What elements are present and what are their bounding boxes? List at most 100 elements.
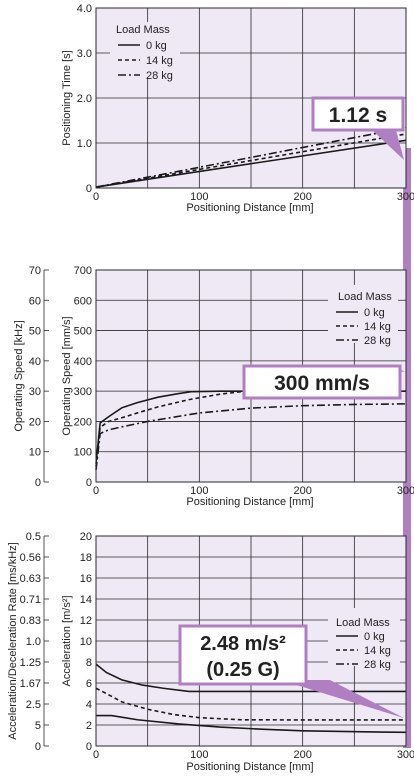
callout-pointer xyxy=(280,680,404,718)
legend-label-28kg: 28 kg xyxy=(364,659,391,671)
callout-text: 300 mm/s xyxy=(274,372,370,395)
x-tick-label: 0 xyxy=(93,749,99,761)
legend: Load Mass 0 kg 14 kg 28 kg xyxy=(328,285,398,347)
x-tick-label: 100 xyxy=(190,191,208,203)
y-tick-label: 14 xyxy=(80,594,92,606)
series-line-28kg xyxy=(96,714,407,734)
y-tick-label: 3.0 xyxy=(77,48,92,60)
y2-tick-label: 0 xyxy=(35,477,41,489)
callout-pointer xyxy=(372,130,404,160)
chart-operating-speed: 0 100 200 300 0 100 200 300 400 500 600 700 0 10 20 3… xyxy=(13,265,414,508)
callout-2.48: 2.48 m/s² (0.25 G) xyxy=(178,624,404,718)
y-tick-label: 600 xyxy=(74,295,92,307)
legend-title: Load Mass xyxy=(116,24,170,36)
y-tick-label: 10 xyxy=(80,636,92,648)
y-tick-label: 0 xyxy=(86,183,92,195)
legend-box xyxy=(328,608,400,666)
x-tick-label: 300 xyxy=(397,485,414,497)
legend-label-28kg: 28 kg xyxy=(146,70,173,82)
legend-box xyxy=(328,285,398,343)
y-tick-label: 18 xyxy=(80,552,92,564)
y2-tick-label: 0.83 xyxy=(20,615,41,627)
x-tick-label: 0 xyxy=(93,191,99,203)
y-axis-label: Acceleration [m/s²] xyxy=(61,595,73,686)
legend-title: Load Mass xyxy=(338,291,392,303)
x-tick-label: 100 xyxy=(190,485,208,497)
y2-tick-label: 20 xyxy=(29,416,41,428)
series-line-28kg xyxy=(95,126,407,188)
y-tick-label: 20 xyxy=(80,531,92,543)
legend-title: Load Mass xyxy=(336,617,390,629)
y2-tick-label: 0.56 xyxy=(20,552,41,564)
x-axis-label: Positioning Distance [mm] xyxy=(186,202,313,214)
y-tick-label: 12 xyxy=(80,615,92,627)
y-axis-label: Positioning Time [s] xyxy=(61,50,73,145)
y2-tick-label: 1.0 xyxy=(26,636,41,648)
callout-text-line2: (0.25 G) xyxy=(206,659,279,681)
y-tick-label: 100 xyxy=(74,447,92,459)
plot-frame xyxy=(95,269,407,483)
x-tick-label: 100 xyxy=(190,749,208,761)
y2-tick-label: 2.5 xyxy=(26,699,41,711)
y2-tick-label: 5 xyxy=(35,720,41,732)
y-tick-label: 400 xyxy=(74,356,92,368)
callout-text: 1.12 s xyxy=(329,104,387,127)
legend-label-0kg: 0 kg xyxy=(364,307,385,319)
plot-frame xyxy=(95,7,407,189)
y2-tick-label: 0.5 xyxy=(26,531,41,543)
y-tick-label: 500 xyxy=(74,326,92,338)
legend-label-0kg: 0 kg xyxy=(364,631,385,643)
y2-tick-label: 60 xyxy=(29,295,41,307)
legend-label-14kg: 14 kg xyxy=(364,645,391,657)
legend-box xyxy=(110,22,180,78)
y2-tick-label: 1.67 xyxy=(20,678,41,690)
x-tick-label: 200 xyxy=(293,749,311,761)
y2-axis-label: Operating Speed [kHz] xyxy=(13,320,25,431)
callout-300mms: 300 mm/s xyxy=(242,364,405,400)
y-tick-label: 8 xyxy=(86,657,92,669)
y2-tick-label: 50 xyxy=(29,326,41,338)
y2-tick-label: 10 xyxy=(29,447,41,459)
x-axis-label: Positioning Distance [mm] xyxy=(186,761,313,773)
accent-connector-bar xyxy=(403,148,411,748)
legend-label-14kg: 14 kg xyxy=(146,55,173,67)
y-tick-label: 2.0 xyxy=(77,93,92,105)
series-line-28kg xyxy=(95,403,407,470)
y2-tick-label: 30 xyxy=(29,386,41,398)
legend-label-0kg: 0 kg xyxy=(146,40,167,52)
y-tick-label: 200 xyxy=(74,416,92,428)
x-tick-label: 300 xyxy=(397,749,414,761)
legend: Load Mass 0 kg 14 kg 28 kg xyxy=(110,22,180,82)
callout-box xyxy=(242,364,402,400)
y-tick-label: 300 xyxy=(74,386,92,398)
series-line-14kg xyxy=(95,687,406,721)
plot-frame xyxy=(95,535,407,747)
y-axis-label: Operating Speed [mm/s] xyxy=(61,316,73,435)
y-tick-label: 0 xyxy=(86,477,92,489)
y2-axis-label: Acceleration/Deceleration Rate [ms/kHz] xyxy=(7,542,19,739)
x-tick-label: 0 xyxy=(93,485,99,497)
y2-tick-label: 1.25 xyxy=(20,657,41,669)
y-tick-label: 700 xyxy=(74,265,92,277)
x-axis-label: Positioning Distance [mm] xyxy=(186,496,313,508)
y-tick-label: 2 xyxy=(86,720,92,732)
y-tick-label: 4 xyxy=(86,699,92,711)
y-tick-label: 16 xyxy=(80,573,92,585)
y2-tick-label: 0 xyxy=(35,741,41,753)
callout-text-line1: 2.48 m/s² xyxy=(200,633,286,655)
y-tick-label: 0 xyxy=(86,741,92,753)
y-tick-label: 4.0 xyxy=(77,3,92,15)
legend-label-28kg: 28 kg xyxy=(364,335,391,347)
chart-acceleration: 0 100 200 300 0 2 4 6 8 10 12 14 16 18 20 0 5 2.5 1.67 1.… xyxy=(7,531,414,773)
x-tick-label: 200 xyxy=(293,485,311,497)
y-tick-label: 1.0 xyxy=(77,138,92,150)
y2-tick-label: 70 xyxy=(29,265,41,277)
chart-positioning-time: 0 100 200 300 0 1.0 2.0 3.0 4.0 Positioning Dis… xyxy=(61,3,414,214)
legend: Load Mass 0 kg 14 kg 28 kg xyxy=(328,608,400,671)
legend-label-14kg: 14 kg xyxy=(364,321,391,333)
callout-1.12s: 1.12 s xyxy=(311,96,405,160)
callout-box xyxy=(311,96,405,132)
series-line-14kg xyxy=(95,133,407,188)
